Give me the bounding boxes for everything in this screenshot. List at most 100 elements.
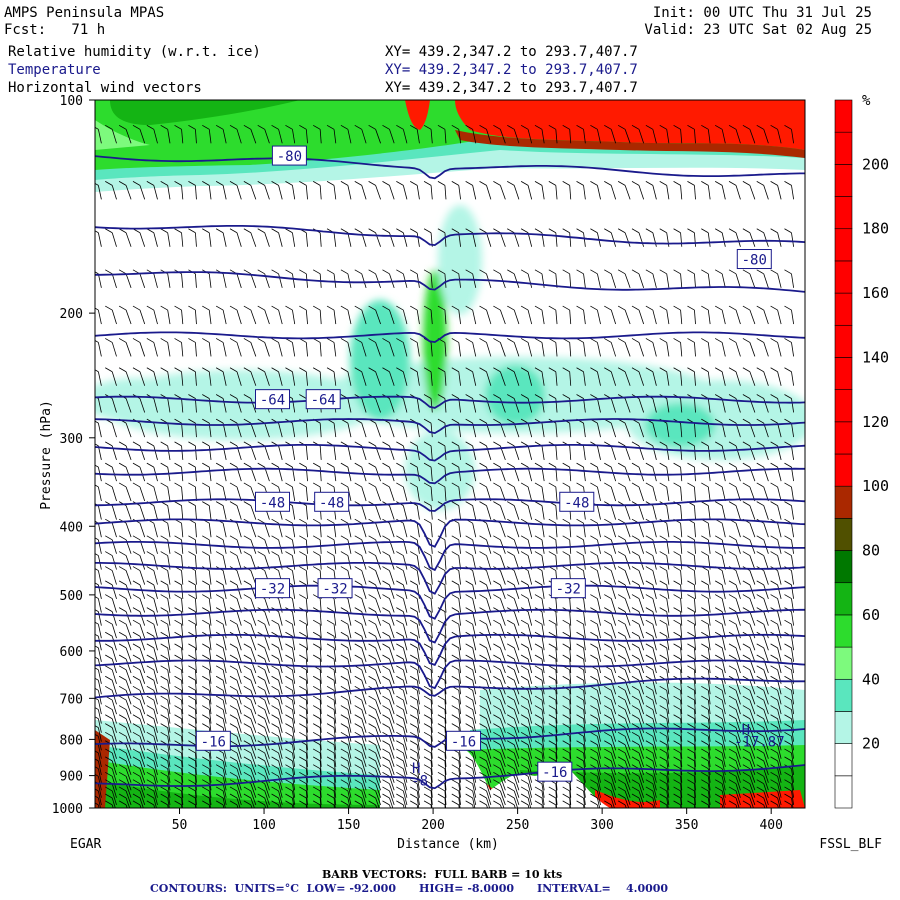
barb-flag	[95, 420, 99, 424]
barb-flag	[714, 269, 723, 275]
barb-staff	[292, 804, 294, 808]
barb-flag	[95, 596, 99, 599]
barb-staff	[402, 690, 408, 705]
barb-staff	[721, 398, 726, 413]
barb-staff	[111, 636, 117, 651]
barb-staff	[735, 129, 741, 144]
barb-flag	[396, 631, 404, 637]
barb-staff	[430, 486, 433, 501]
barb-staff	[597, 505, 601, 520]
barb-flag	[299, 748, 307, 754]
barb-flag	[326, 619, 335, 625]
barb-flag	[229, 695, 238, 701]
barb-staff	[597, 680, 601, 695]
barb-staff	[416, 570, 420, 585]
barb-flag	[631, 695, 640, 701]
barb-staff	[250, 718, 257, 733]
barb-flag	[451, 305, 459, 311]
barb-flag	[617, 441, 626, 447]
barb-flag	[576, 394, 584, 399]
barb-flag	[95, 553, 99, 556]
barb-staff	[472, 636, 477, 651]
barb-flag	[326, 764, 335, 770]
barb-flag	[396, 594, 404, 599]
barb-staff	[361, 273, 367, 288]
barb-staff	[583, 185, 586, 200]
barb-flag	[604, 779, 612, 785]
barb-flag	[520, 462, 529, 468]
barb-staff	[444, 185, 447, 200]
barb-staff	[264, 790, 270, 806]
barb-staff	[264, 309, 270, 325]
barb-flag	[770, 580, 778, 586]
barb-flag	[326, 181, 335, 186]
barb-flag	[396, 779, 404, 785]
barb-flag	[742, 124, 751, 130]
barb-flag	[340, 338, 349, 343]
barb-staff	[527, 680, 533, 695]
barb-staff	[541, 636, 545, 651]
barb-flag	[188, 714, 196, 720]
barb-flag	[118, 723, 127, 728]
barb-flag	[548, 338, 557, 343]
barb-staff	[458, 523, 461, 538]
barb-flag	[701, 764, 709, 770]
barb-staff	[305, 783, 308, 798]
barb-staff	[292, 700, 296, 715]
barb-flag	[174, 594, 182, 599]
barb-staff	[430, 790, 433, 805]
barb-flag	[590, 338, 598, 343]
barb-flag	[728, 731, 737, 737]
barb-flag	[465, 580, 473, 586]
barb-flag	[354, 764, 362, 770]
barb-staff	[527, 736, 533, 751]
barb-staff	[541, 669, 545, 684]
barb-staff	[236, 690, 242, 705]
barb-flag	[95, 271, 99, 275]
barb-staff	[430, 398, 433, 413]
barb-flag	[368, 580, 376, 586]
barb-staff	[181, 185, 184, 200]
barb-flag	[312, 305, 321, 311]
barb-staff	[444, 555, 447, 570]
barb-staff	[361, 776, 367, 791]
barb-staff	[541, 570, 545, 585]
barb-staff	[195, 523, 197, 538]
barb-staff	[583, 752, 586, 767]
barb-staff	[444, 342, 447, 357]
barb-flag	[604, 654, 612, 660]
barb-flag	[396, 793, 404, 799]
barb-staff	[125, 555, 132, 570]
barb-flag	[132, 441, 141, 447]
barb-staff	[375, 752, 381, 768]
barb-flag	[257, 793, 265, 799]
barb-staff	[305, 486, 308, 501]
barb-flag	[604, 594, 612, 599]
barb-staff	[499, 555, 506, 570]
barb-staff	[181, 129, 184, 144]
barb-flag	[507, 800, 515, 806]
barb-flag	[188, 594, 196, 599]
barb-staff	[305, 423, 308, 438]
barb-staff	[250, 744, 257, 759]
barb-staff	[707, 790, 711, 805]
barb-staff	[458, 797, 461, 808]
barb-staff	[250, 422, 257, 438]
barb-flag	[396, 771, 404, 777]
barb-staff	[694, 760, 696, 775]
barb-staff	[777, 523, 782, 538]
barb-staff	[97, 539, 102, 554]
barb-flag	[174, 124, 182, 130]
barb-staff	[222, 709, 227, 724]
barb-flag	[756, 367, 764, 373]
barb-flag	[174, 771, 182, 777]
barb-staff	[222, 505, 227, 520]
barb-staff	[250, 445, 257, 461]
barb-flag	[202, 551, 210, 556]
barb-staff	[721, 371, 726, 386]
barb-flag	[95, 464, 99, 468]
barb-flag	[118, 338, 127, 343]
barb-staff	[652, 505, 657, 520]
barb-staff	[749, 445, 756, 461]
barb-staff	[486, 669, 492, 684]
